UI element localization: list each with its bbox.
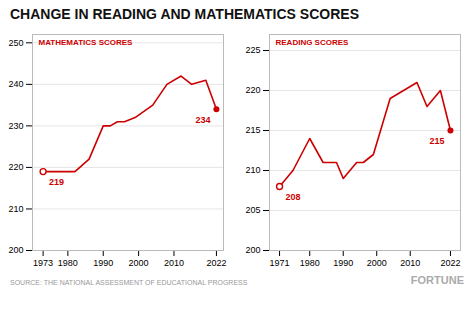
svg-text:200: 200	[245, 245, 260, 255]
svg-text:2010: 2010	[164, 258, 184, 268]
svg-text:1980: 1980	[300, 258, 320, 268]
svg-text:READING SCORES: READING SCORES	[276, 38, 350, 47]
svg-text:234: 234	[195, 115, 210, 125]
svg-text:215: 215	[429, 136, 444, 146]
svg-text:230: 230	[8, 121, 23, 131]
html-text:CHANGE IN READING AND MATHEMAT: CHANGE IN READING AND MATHEMATICS SCORES	[10, 6, 359, 22]
svg-text:220: 220	[8, 162, 23, 172]
svg-text:225: 225	[245, 45, 260, 55]
svg-text:1990: 1990	[93, 258, 113, 268]
svg-text:1980: 1980	[58, 258, 78, 268]
svg-text:208: 208	[286, 192, 301, 202]
svg-text:2022: 2022	[206, 258, 226, 268]
svg-text:MATHEMATICS SCORES: MATHEMATICS SCORES	[39, 38, 134, 47]
svg-text:240: 240	[8, 79, 23, 89]
svg-text:2000: 2000	[129, 258, 149, 268]
html-text:FORTUNE: FORTUNE	[410, 274, 464, 286]
html-text:SOURCE: THE NATIONAL ASSESSMEN: SOURCE: THE NATIONAL ASSESSMENT OF EDUCA…	[10, 279, 248, 286]
svg-text:200: 200	[8, 245, 23, 255]
svg-text:2010: 2010	[400, 258, 420, 268]
svg-text:2000: 2000	[367, 258, 387, 268]
svg-text:210: 210	[245, 165, 260, 175]
svg-text:205: 205	[245, 205, 260, 215]
svg-text:1973: 1973	[33, 258, 53, 268]
svg-text:1971: 1971	[270, 258, 290, 268]
svg-text:210: 210	[8, 204, 23, 214]
svg-text:250: 250	[8, 38, 23, 48]
svg-text:220: 220	[245, 85, 260, 95]
svg-text:215: 215	[245, 125, 260, 135]
svg-text:2022: 2022	[440, 258, 460, 268]
svg-text:219: 219	[49, 177, 64, 187]
svg-text:1990: 1990	[333, 258, 353, 268]
